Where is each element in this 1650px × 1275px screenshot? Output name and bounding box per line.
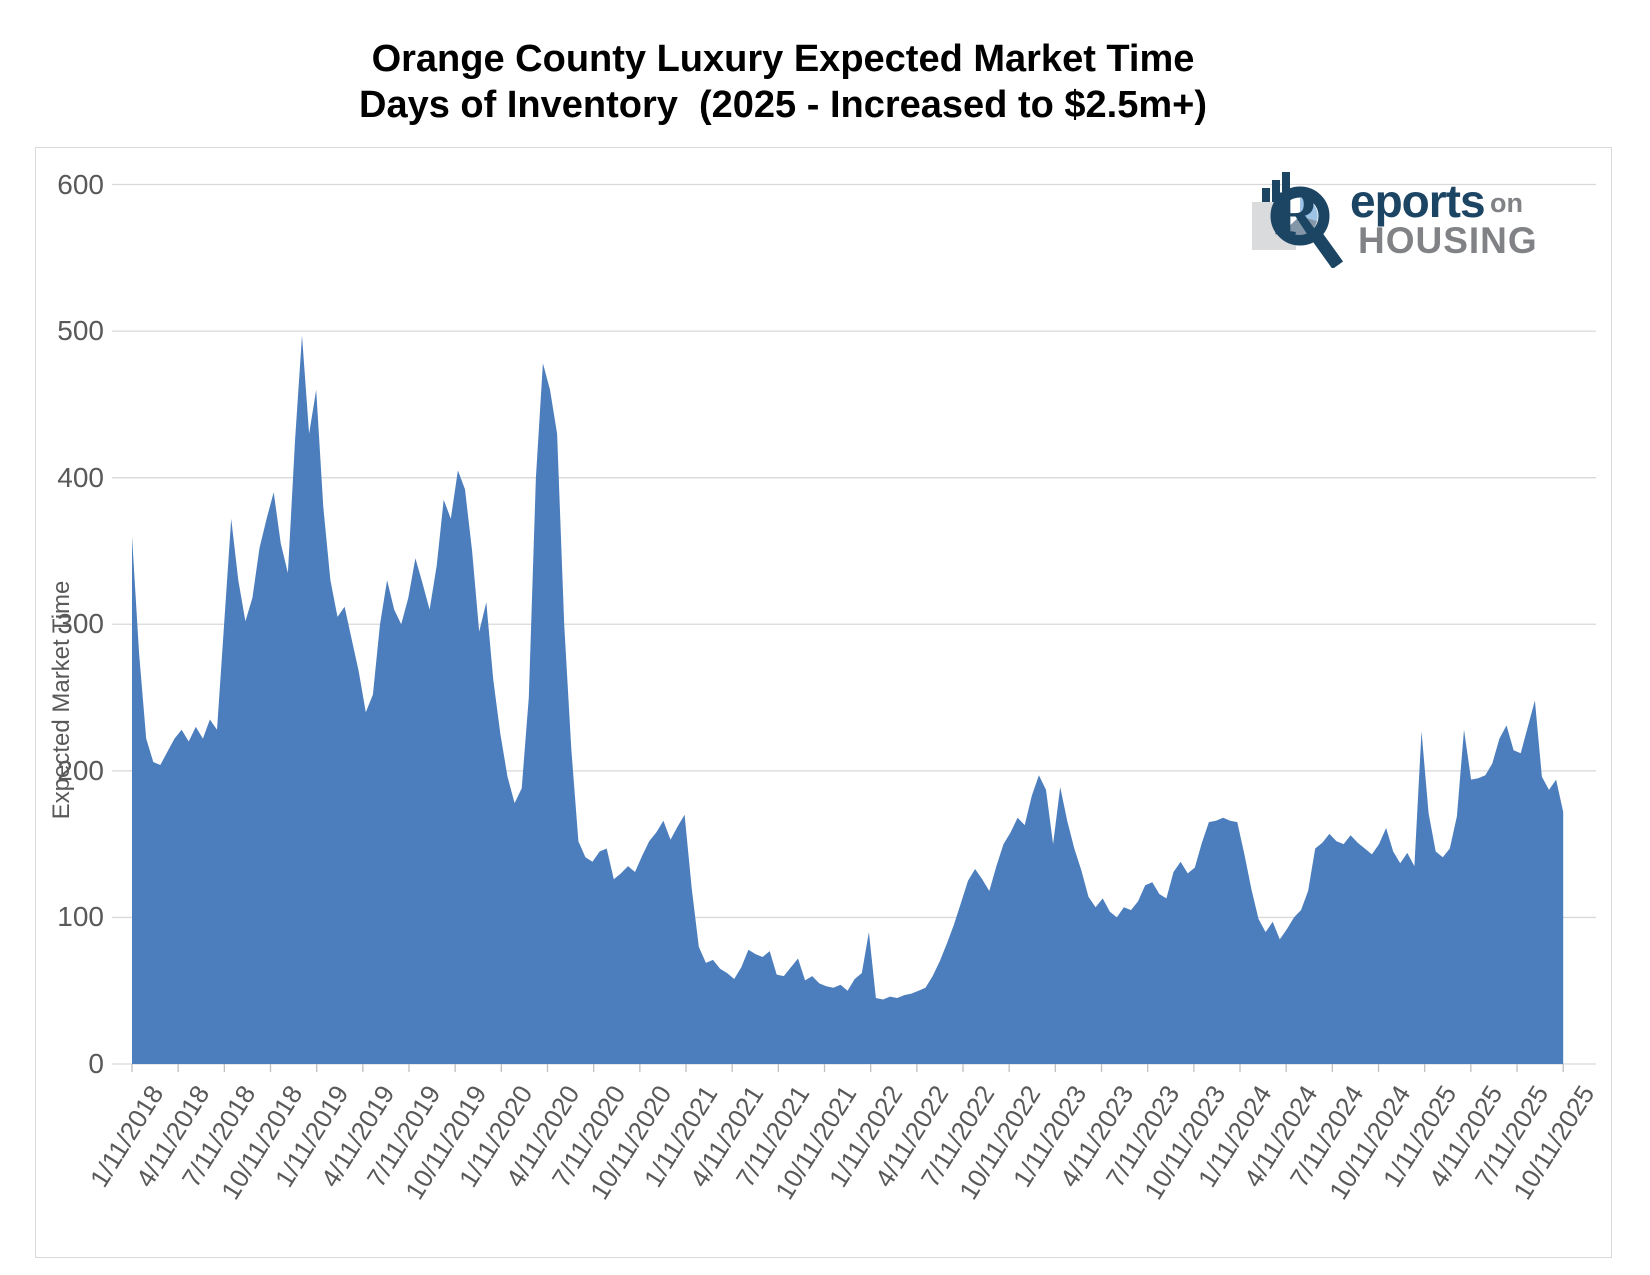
chart-title-line1: Orange County Luxury Expected Market Tim… [371, 38, 1195, 80]
logo-text-housing: HOUSING [1358, 220, 1538, 261]
logo-magnifier-handle-icon [1306, 225, 1344, 268]
logo-text-on: on [1490, 188, 1523, 218]
chart-title-line2: Days of Inventory (2025 - Increased to $… [359, 84, 1207, 126]
logo-bar3-icon [1282, 172, 1290, 202]
area-series-expected-market-time [132, 335, 1564, 1064]
logo-r-glyph: R [1274, 177, 1321, 248]
logo: eports on HOUSING R [1238, 168, 1538, 273]
logo-text-reports: eports [1350, 175, 1486, 227]
logo-bar1-icon [1262, 188, 1270, 202]
y-axis-title: Expected Market Time [48, 580, 75, 820]
logo-bar2-icon [1272, 180, 1280, 202]
chart-border [35, 147, 1612, 1258]
logo-pie-slice-blue [1300, 198, 1318, 221]
reports-on-housing-icon [1252, 172, 1344, 268]
logo-pie-slice-gray [1286, 216, 1317, 236]
